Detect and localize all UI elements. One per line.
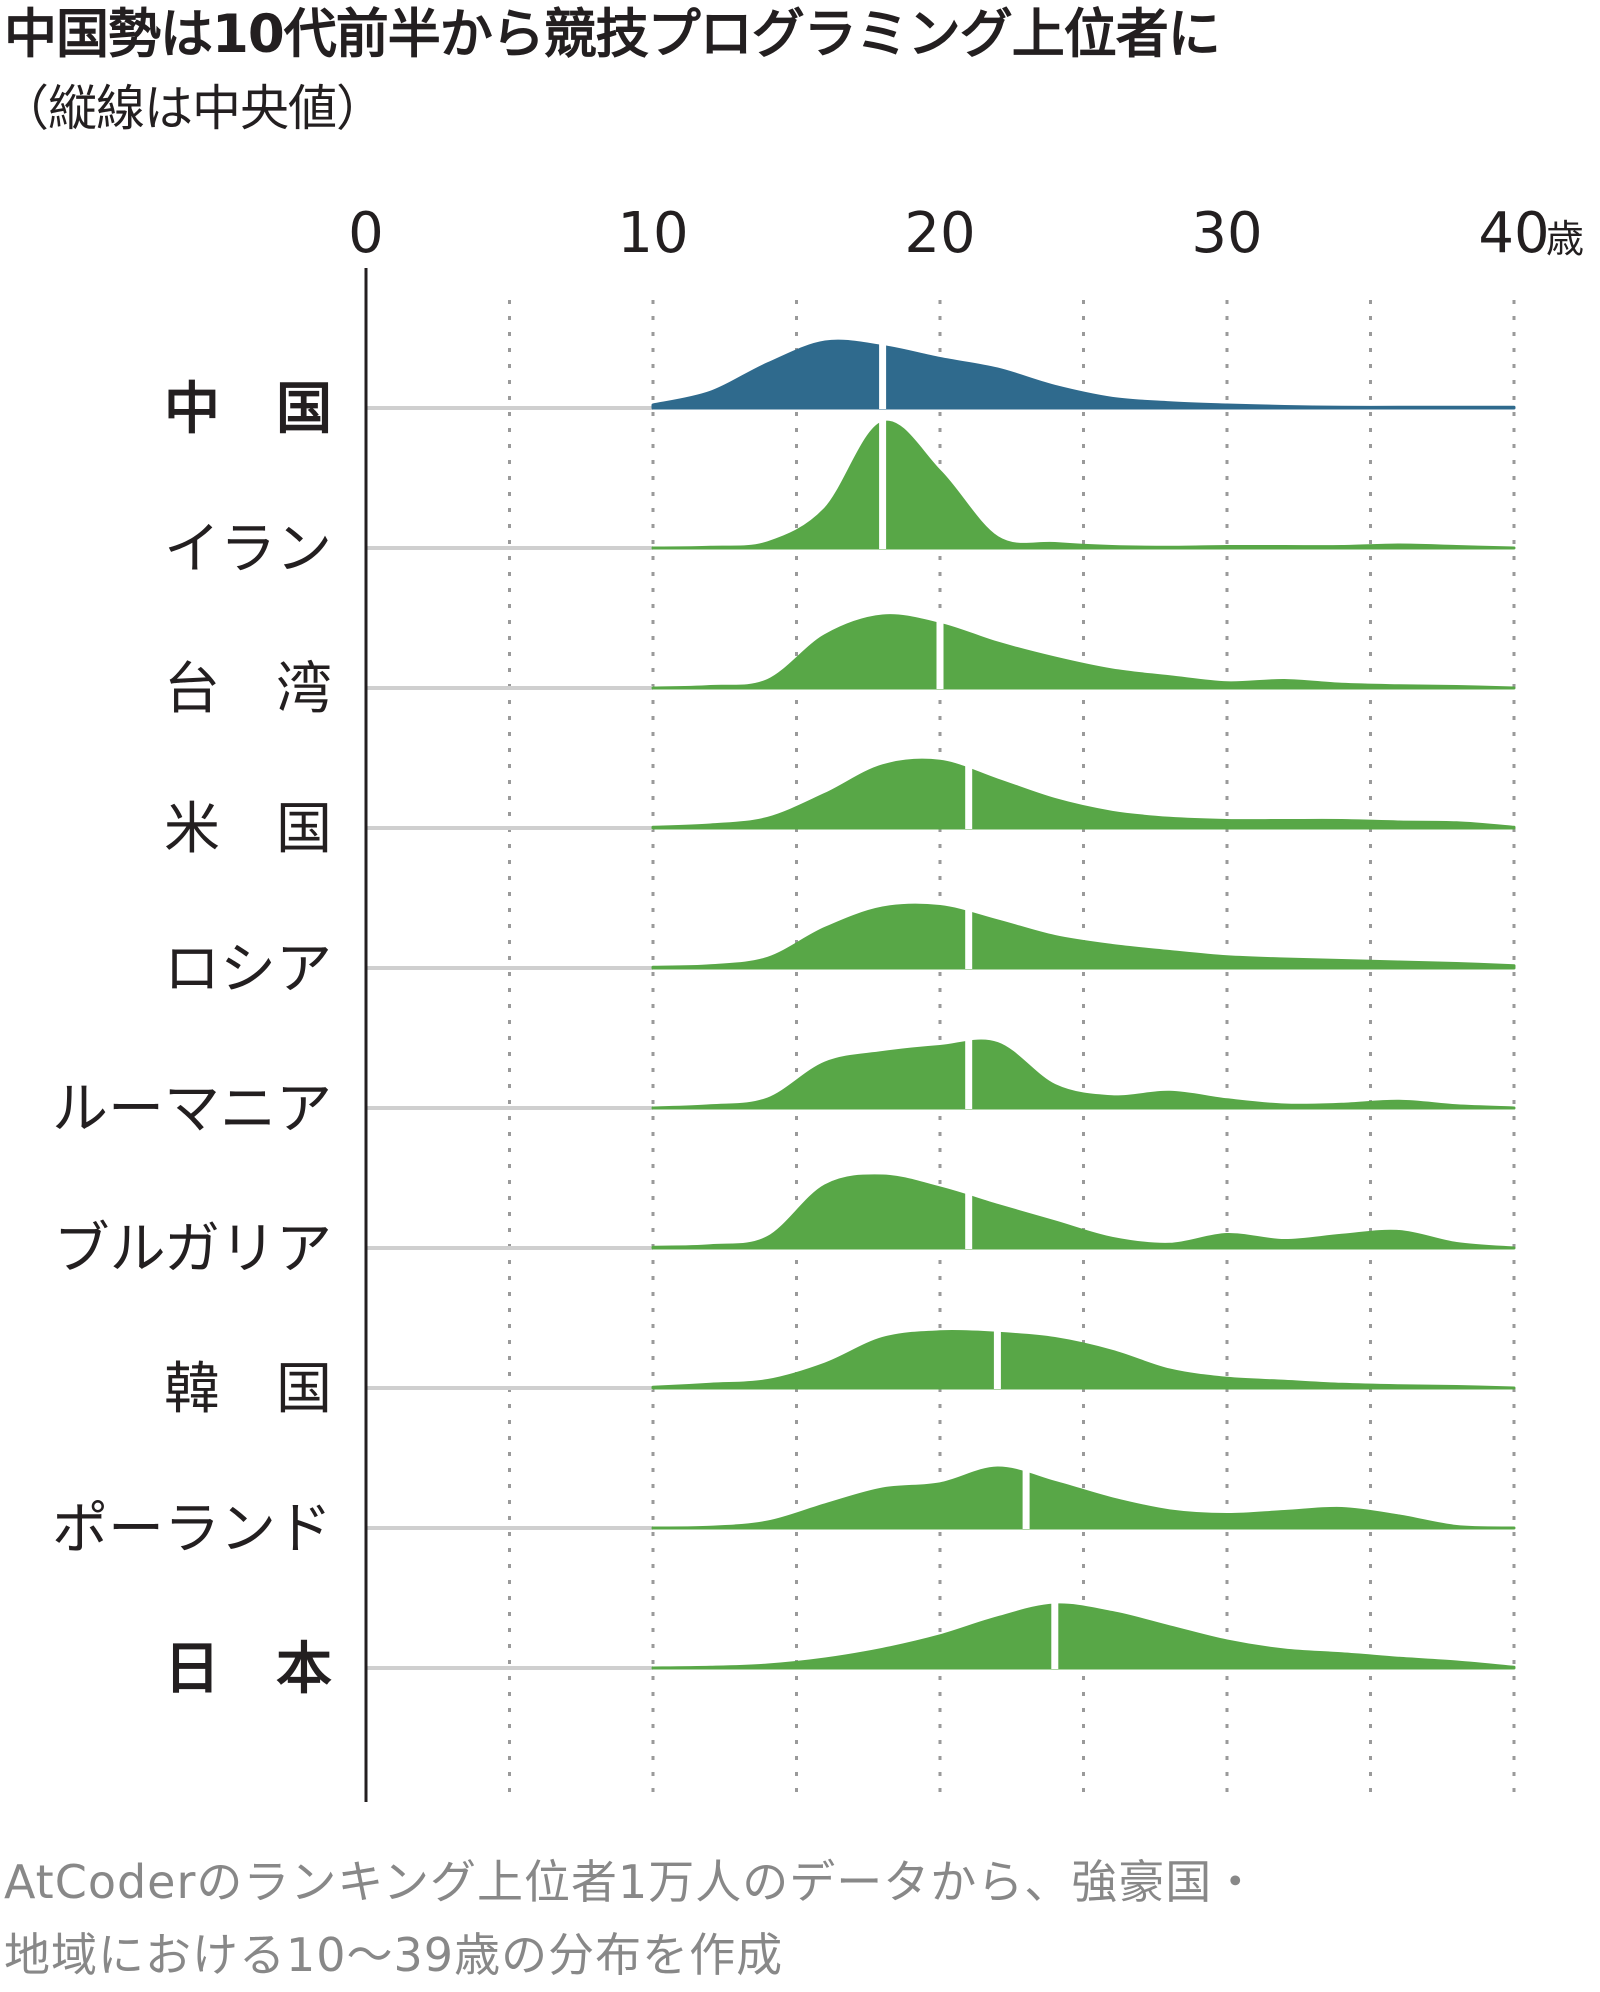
country-label: イラン bbox=[164, 517, 332, 582]
x-tick-label: 30 bbox=[1191, 201, 1262, 266]
chart-title: 中国勢は10代前半から競技プログラミング上位者に bbox=[4, 4, 1221, 65]
source-note-line-1: AtCoderのランキング上位者1万人のデータから、強豪国・ bbox=[4, 1855, 1260, 1909]
country-label: ルーマニア bbox=[52, 1077, 332, 1142]
ridge-area bbox=[651, 339, 1516, 410]
country-label: 台 湾 bbox=[164, 657, 332, 722]
x-tick-label: 10 bbox=[617, 201, 688, 266]
ridge-area bbox=[651, 1603, 1516, 1670]
source-note-line-2: 地域における10〜39歳の分布を作成 bbox=[4, 1928, 784, 1982]
country-label: 日 本 bbox=[164, 1637, 332, 1702]
gridlines bbox=[508, 300, 1516, 1802]
country-label: ロシア bbox=[164, 937, 332, 1002]
country-label: 中 国 bbox=[164, 377, 332, 442]
ridge-area bbox=[651, 420, 1516, 550]
x-unit-label: 歳 bbox=[1546, 217, 1584, 261]
x-tick-label: 0 bbox=[348, 201, 384, 266]
ridge-area bbox=[651, 614, 1516, 690]
ridge-area bbox=[651, 903, 1516, 970]
chart-subtitle: （縦線は中央値） bbox=[0, 80, 385, 137]
x-tick-label: 20 bbox=[904, 201, 975, 266]
ridge-area bbox=[651, 758, 1516, 830]
country-label: ブルガリア bbox=[54, 1217, 332, 1282]
ridge-area bbox=[651, 1174, 1516, 1250]
x-axis-ticks: 0 10 20 30 40歳 bbox=[348, 201, 1584, 266]
ridge-area bbox=[651, 1329, 1516, 1390]
ridges bbox=[366, 339, 1516, 1670]
country-label: 米 国 bbox=[164, 797, 332, 862]
country-label: 韓 国 bbox=[164, 1357, 332, 1422]
country-label: ポーランド bbox=[52, 1497, 332, 1562]
ridge-area bbox=[651, 1039, 1516, 1110]
source-note: AtCoderのランキング上位者1万人のデータから、強豪国・ 地域における10〜… bbox=[4, 1846, 1259, 1992]
ridge-area bbox=[651, 1466, 1516, 1530]
x-tick-label: 40 bbox=[1478, 201, 1549, 266]
